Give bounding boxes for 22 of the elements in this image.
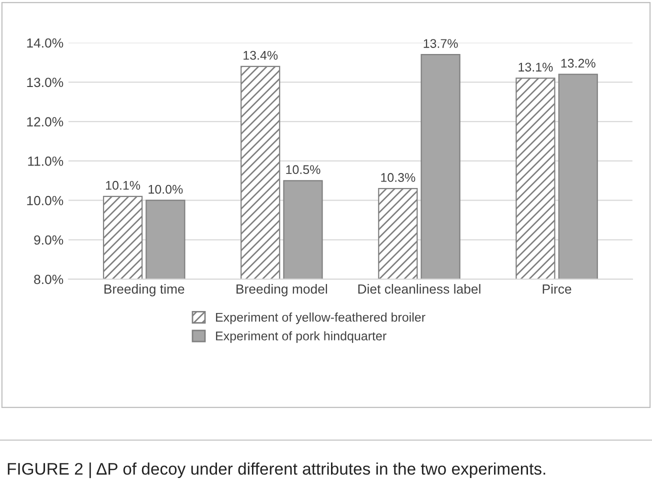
data-label: 13.4%	[244, 50, 278, 60]
x-tick-label: Diet cleanliness label	[358, 284, 480, 294]
data-label: 10.3%	[381, 173, 416, 182]
x-tick-label: Breeding time	[104, 284, 184, 296]
y-tick-label: 13.0%	[27, 78, 64, 88]
y-tick-label: 11.0%	[28, 156, 64, 166]
y-tick-label: 9.0%	[34, 235, 64, 245]
y-tick-label: 8.0%	[34, 274, 64, 284]
data-label: 13.2%	[561, 58, 596, 68]
data-label: 13.1%	[518, 62, 553, 72]
y-tick-label: 12.0%	[27, 117, 64, 126]
y-tick-label: 14.0%	[27, 38, 64, 48]
data-label: 10.0%	[148, 184, 183, 194]
data-label: 10.1%	[106, 180, 140, 190]
legend-label: Experiment of yellow-feathered broiler	[216, 312, 426, 324]
y-tick-label: 10.0%	[27, 196, 64, 206]
caption: FIGURE 2 | ΔP of decoy under different attributes in the two experiments.	[8, 462, 546, 478]
data-label: 10.5%	[286, 165, 320, 174]
x-tick-label: Breeding model	[236, 284, 328, 296]
x-tick-label: Pirce	[542, 284, 572, 294]
legend-label: Experiment of pork hindquarter	[216, 331, 386, 343]
data-label: 13.7%	[424, 39, 458, 48]
